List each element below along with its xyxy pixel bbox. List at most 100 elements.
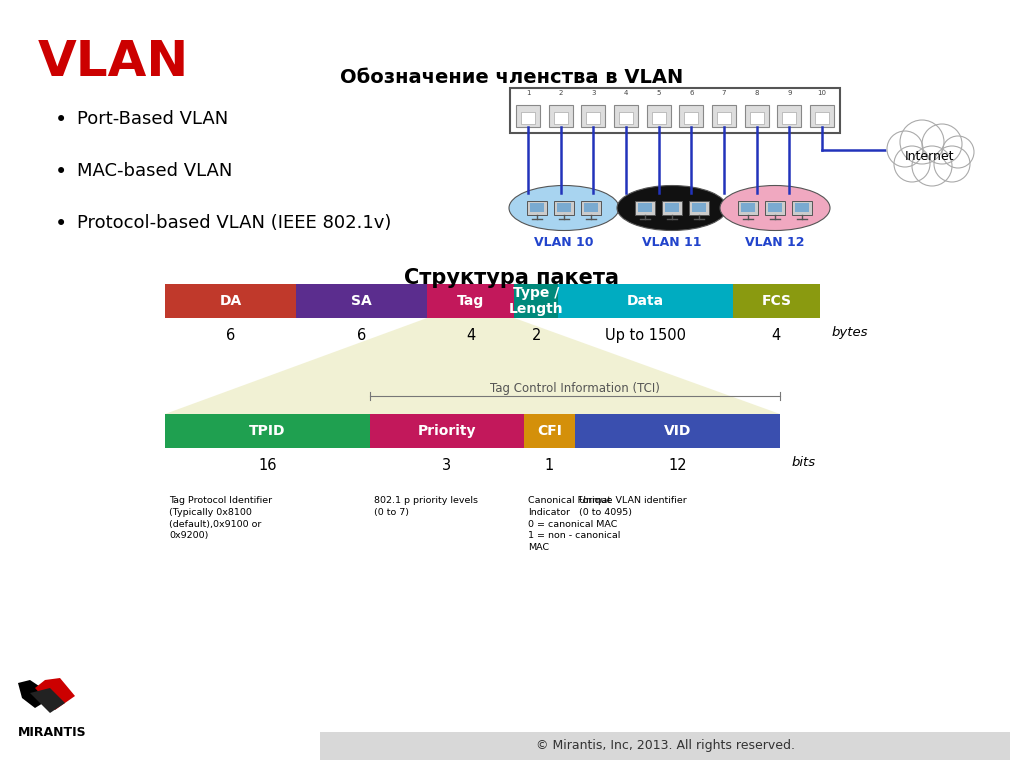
Text: Tag: Tag (457, 294, 484, 308)
Text: CFI: CFI (537, 424, 562, 438)
Bar (741, 203, 755, 212)
Text: 1: 1 (525, 90, 530, 96)
Circle shape (922, 124, 962, 164)
Bar (765, 201, 785, 215)
Text: •: • (55, 110, 68, 130)
Bar (635, 201, 655, 215)
Polygon shape (18, 680, 48, 708)
Text: •: • (55, 214, 68, 234)
Circle shape (887, 131, 923, 167)
Bar (165, 414, 370, 448)
Bar (638, 203, 652, 212)
Bar (516, 105, 540, 127)
Bar (165, 284, 296, 318)
Bar (370, 414, 523, 448)
Bar (744, 105, 769, 127)
Bar (296, 284, 427, 318)
Text: 4: 4 (466, 328, 475, 343)
Bar (810, 105, 834, 127)
Bar (510, 88, 840, 133)
Text: 5: 5 (656, 90, 660, 96)
Bar (689, 201, 709, 215)
Bar (777, 105, 802, 127)
Text: Структура пакета: Структура пакета (404, 268, 620, 288)
Text: Protocol-based VLAN (IEEE 802.1v): Protocol-based VLAN (IEEE 802.1v) (77, 214, 391, 232)
Bar (665, 203, 679, 212)
Text: Type /
Length: Type / Length (509, 286, 563, 316)
Bar (792, 201, 812, 215)
Ellipse shape (509, 186, 618, 230)
Text: 802.1 p priority levels
(0 to 7): 802.1 p priority levels (0 to 7) (374, 496, 478, 517)
Text: Up to 1500: Up to 1500 (605, 328, 686, 343)
Bar (549, 105, 572, 127)
Bar (815, 112, 829, 124)
Bar (750, 112, 764, 124)
Text: Tag Protocol Identifier
(Typically 0x8100
(default),0x9100 or
0x9200): Tag Protocol Identifier (Typically 0x810… (169, 496, 272, 541)
Text: bits: bits (792, 456, 816, 469)
Circle shape (900, 120, 944, 164)
Text: 16: 16 (258, 458, 276, 473)
Bar (738, 201, 758, 215)
Circle shape (942, 136, 974, 168)
Circle shape (934, 146, 970, 182)
Text: Tag Control Information (TCI): Tag Control Information (TCI) (490, 382, 659, 395)
Ellipse shape (720, 186, 830, 230)
Polygon shape (30, 688, 65, 713)
Bar (768, 203, 782, 212)
Text: SA: SA (351, 294, 372, 308)
Text: VLAN: VLAN (38, 38, 189, 86)
Bar (618, 112, 633, 124)
Text: 3: 3 (442, 458, 452, 473)
Ellipse shape (617, 186, 727, 230)
Bar (514, 284, 558, 318)
Text: FCS: FCS (761, 294, 792, 308)
Bar (679, 105, 703, 127)
Text: 7: 7 (722, 90, 726, 96)
Bar (558, 284, 732, 318)
Text: © Mirantis, Inc, 2013. All rights reserved.: © Mirantis, Inc, 2013. All rights reserv… (536, 740, 795, 753)
Text: 6: 6 (226, 328, 236, 343)
Text: 8: 8 (755, 90, 759, 96)
Text: 6: 6 (357, 328, 367, 343)
Text: Internet: Internet (905, 150, 954, 163)
Bar (523, 414, 575, 448)
Text: VID: VID (664, 424, 691, 438)
Bar (782, 112, 797, 124)
Circle shape (894, 146, 930, 182)
Bar (319, 732, 1010, 760)
Bar (581, 201, 601, 215)
Text: 6: 6 (689, 90, 693, 96)
Circle shape (912, 146, 952, 186)
Text: 10: 10 (817, 90, 826, 96)
Bar (582, 105, 605, 127)
Bar (527, 201, 547, 215)
Bar (530, 203, 544, 212)
Text: Canonical Format
Indicator
0 = canonical MAC
1 = non - canonical
MAC: Canonical Format Indicator 0 = canonical… (527, 496, 621, 552)
Bar (554, 201, 574, 215)
Text: bytes: bytes (831, 326, 868, 339)
Bar (557, 203, 571, 212)
Bar (584, 203, 598, 212)
Text: 12: 12 (669, 458, 687, 473)
Bar (427, 284, 514, 318)
Bar (651, 112, 666, 124)
Text: 9: 9 (787, 90, 792, 96)
Text: VLAN 11: VLAN 11 (642, 236, 701, 249)
Bar (732, 284, 820, 318)
Bar (717, 112, 731, 124)
Text: 3: 3 (591, 90, 596, 96)
Polygon shape (35, 678, 75, 710)
Text: 4: 4 (772, 328, 781, 343)
Bar (614, 105, 638, 127)
Text: 2: 2 (531, 328, 541, 343)
Polygon shape (165, 318, 780, 414)
Text: 2: 2 (558, 90, 563, 96)
Text: Priority: Priority (418, 424, 476, 438)
Bar (795, 203, 809, 212)
Text: Data: Data (627, 294, 664, 308)
Text: 4: 4 (624, 90, 628, 96)
Bar (554, 112, 567, 124)
Bar (712, 105, 736, 127)
Bar (587, 112, 600, 124)
Bar (662, 201, 682, 215)
